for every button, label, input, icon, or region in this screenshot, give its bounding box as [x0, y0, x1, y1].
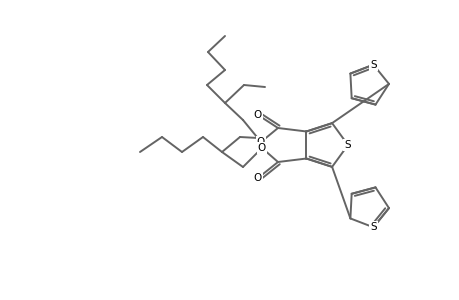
Text: S: S	[369, 60, 376, 70]
Text: S: S	[344, 140, 351, 150]
Text: O: O	[253, 110, 262, 120]
Text: O: O	[257, 143, 266, 153]
Text: O: O	[256, 137, 264, 147]
Text: S: S	[369, 222, 376, 232]
Text: O: O	[253, 173, 262, 183]
